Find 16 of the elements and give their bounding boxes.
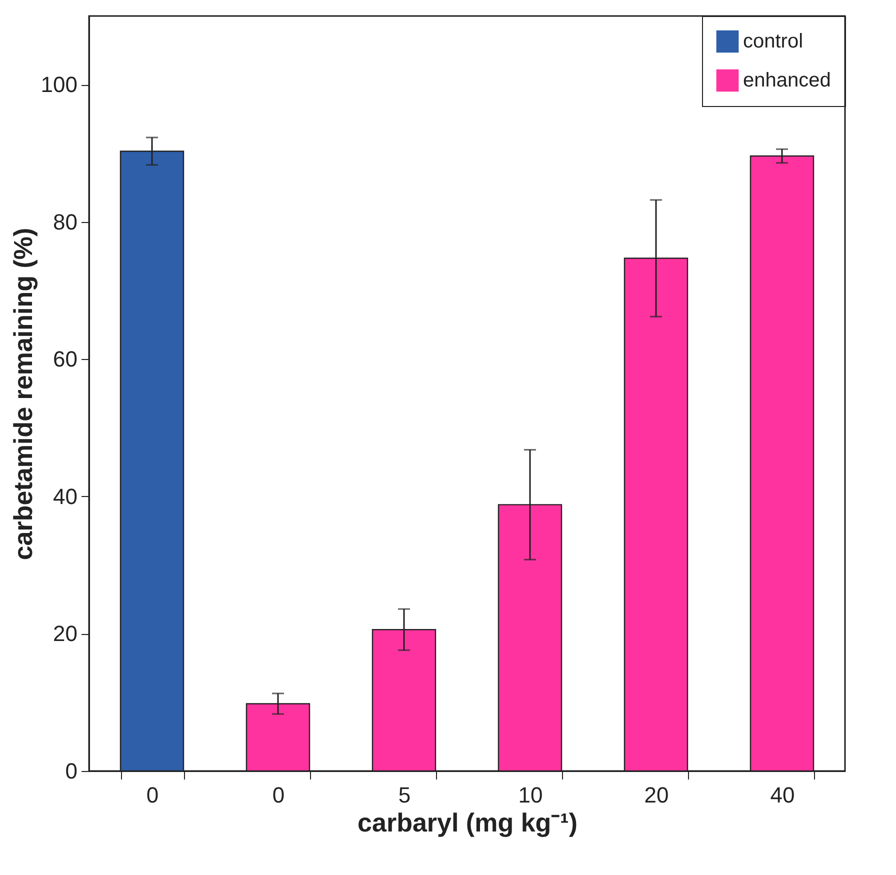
legend-label: control (743, 30, 804, 52)
y-tick-label: 100 (40, 72, 78, 98)
y-tick-label: 60 (53, 346, 78, 372)
legend-label: enhanced (743, 70, 831, 92)
x-axis-title: carbaryl (mg kg⁻¹) (358, 808, 578, 838)
x-tick-label: 0 (272, 782, 285, 808)
y-tick-label: 40 (53, 484, 78, 509)
y-axis-title: carbetamide remaining (%) (8, 228, 38, 560)
x-tick-label: 20 (644, 782, 669, 808)
y-tick-label: 0 (65, 758, 78, 784)
x-tick-label: 10 (518, 782, 543, 808)
y-tick-label: 80 (53, 209, 78, 234)
x-tick-label: 0 (146, 782, 159, 808)
x-tick-label: 5 (398, 782, 411, 808)
y-tick-label: 20 (53, 621, 78, 646)
x-tick-label: 40 (770, 782, 795, 808)
